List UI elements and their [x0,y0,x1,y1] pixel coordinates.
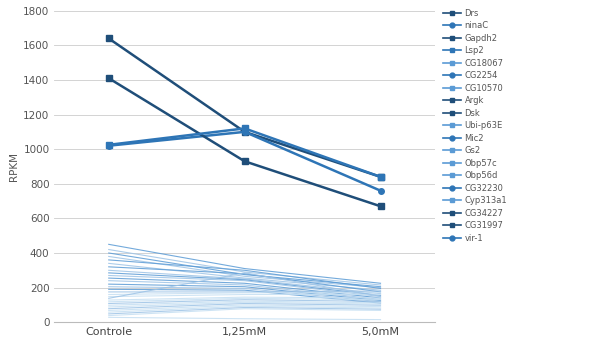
Line: Gapdh2: Gapdh2 [106,76,384,209]
Y-axis label: RPKM: RPKM [9,152,19,181]
ninaC [377,189,384,193]
Gapdh2 [105,76,112,81]
Lsp2 [105,143,112,147]
Drs [377,175,384,179]
ninaC [105,144,112,148]
Line: ninaC: ninaC [106,129,384,193]
Gapdh2 [241,159,248,163]
Drs [241,130,248,134]
Lsp2 [241,126,248,131]
Lsp2 [377,175,384,179]
Legend: Drs, ninaC, Gapdh2, Lsp2, CG18067, CG2254, CG10570, Argk, Dsk, Ubi-p63E, Mic2, G: Drs, ninaC, Gapdh2, Lsp2, CG18067, CG225… [443,9,507,243]
ninaC [241,130,248,134]
Drs [105,36,112,40]
Gapdh2 [377,204,384,208]
Line: Drs: Drs [106,36,384,180]
Line: Lsp2: Lsp2 [106,126,384,180]
